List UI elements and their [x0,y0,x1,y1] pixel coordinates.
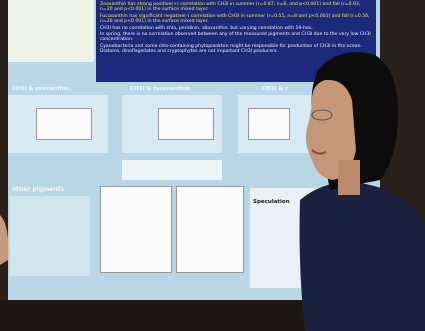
conclusion: Zeaxanthin has strong positive(+) correl… [100,2,361,13]
text-block [8,0,94,62]
plot [100,186,172,273]
panel-heading: CH3I & c [262,86,289,92]
plot [176,186,244,273]
conclusion: Cyanobacteria and some chls-containing p… [100,43,362,55]
panel-heading: CH3I & fucoxanthin [130,86,191,92]
plot [158,108,214,140]
plot [248,108,290,140]
section-heading: other pigments [12,186,65,193]
text-block [122,160,222,180]
conclusion: CH3I has no correlation with chla, perid… [100,25,313,31]
plot [36,108,92,140]
panel-heading: CH3I & zeaxanthin [12,86,70,92]
text-block [10,196,90,276]
conclusion: In spring, there is no correlation obser… [100,32,371,43]
conclusion: Fucoxanthin has significant negative(-) … [100,13,370,25]
section-heading: Speculation [253,199,290,205]
